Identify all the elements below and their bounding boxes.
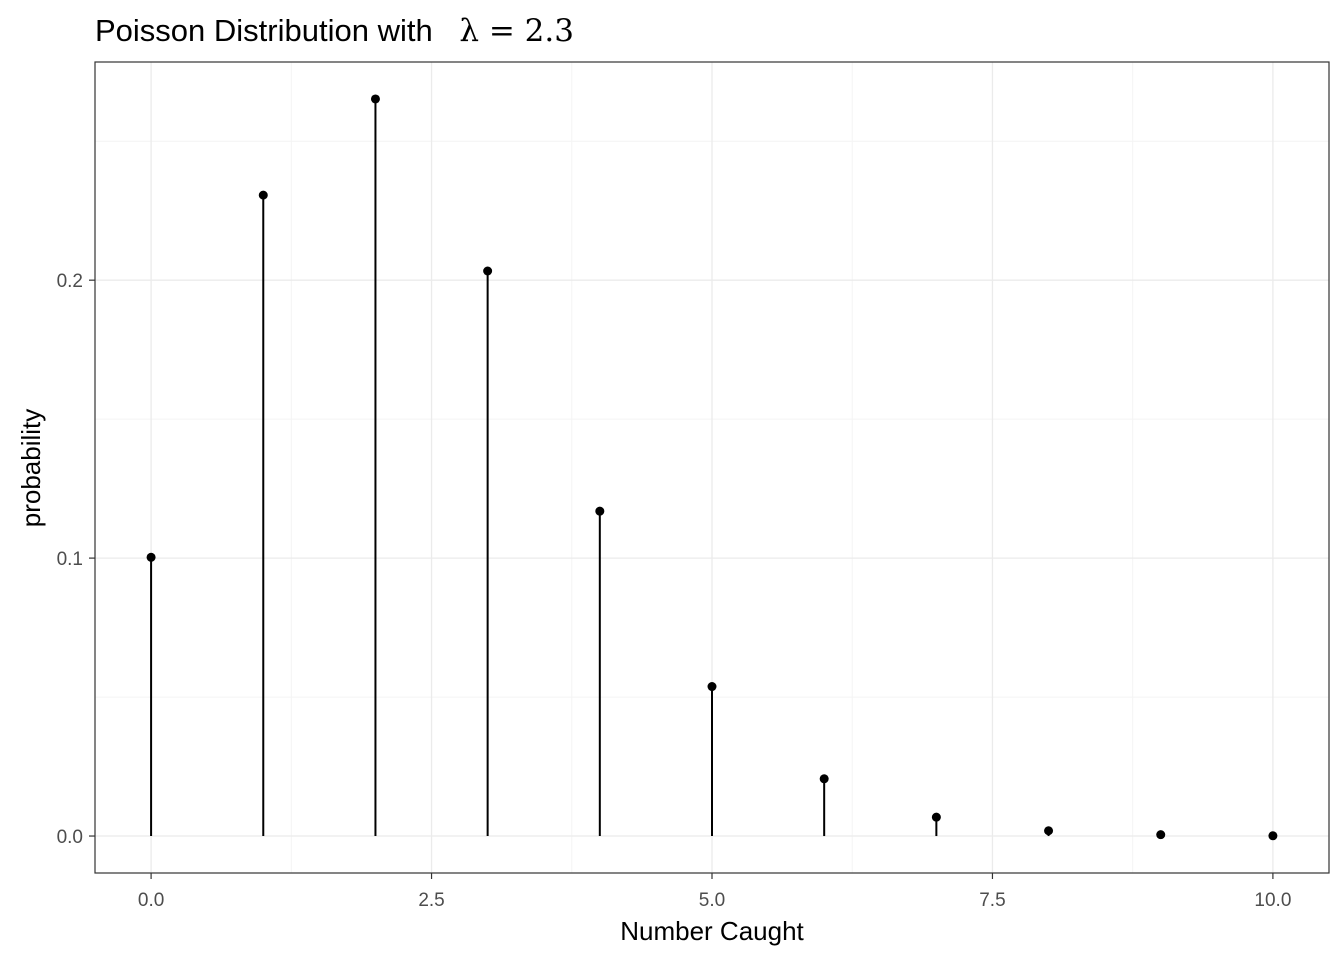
data-point [931, 812, 941, 822]
y-axis: 0.0 0.1 0.2 [57, 271, 95, 848]
y-tick-label: 0.2 [57, 271, 83, 292]
data-point [258, 190, 268, 200]
x-tick-label: 5.0 [699, 890, 725, 911]
chart-title: Poisson Distribution with λ = 2.3 [95, 13, 574, 49]
y-tick-label: 0.0 [57, 827, 83, 848]
x-tick-label: 0.0 [138, 890, 164, 911]
data-point [1044, 826, 1054, 836]
data-point [1268, 831, 1278, 841]
x-tick-label: 2.5 [418, 890, 444, 911]
y-axis-title: probability [16, 409, 46, 528]
x-tick-label: 7.5 [979, 890, 1005, 911]
data-point [483, 266, 493, 276]
data-point [146, 552, 156, 562]
chart-title-lambda: λ = 2.3 [459, 13, 574, 49]
x-tick-label: 10.0 [1254, 890, 1291, 911]
chart-title-text: Poisson Distribution with [95, 13, 433, 48]
x-axis: 0.0 2.5 5.0 7.5 10.0 [138, 873, 1291, 911]
data-point [370, 94, 380, 104]
data-point [1156, 830, 1166, 840]
x-axis-title: Number Caught [620, 916, 804, 946]
data-point [707, 682, 717, 692]
data-point [819, 774, 829, 784]
data-points [146, 94, 1278, 841]
data-stems [150, 98, 1274, 837]
y-tick-label: 0.1 [57, 549, 83, 570]
data-point [595, 506, 605, 516]
